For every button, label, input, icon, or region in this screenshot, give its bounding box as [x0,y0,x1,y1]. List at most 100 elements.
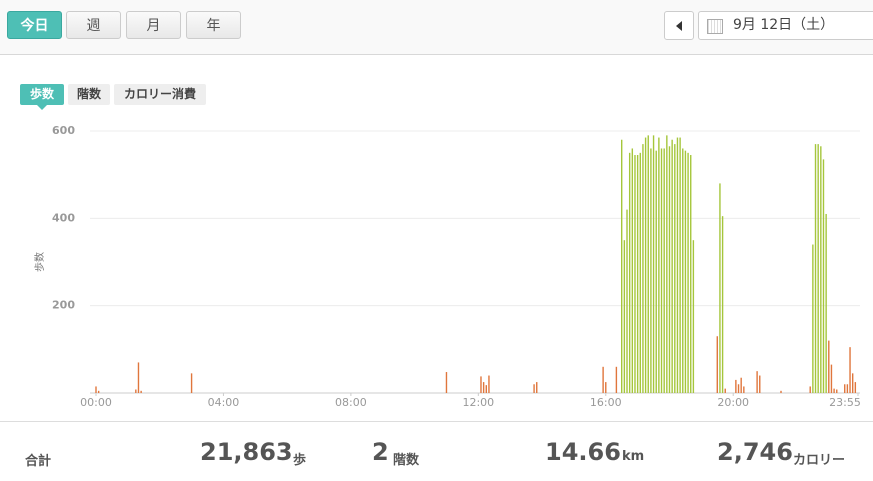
summary-unit: km [622,449,645,464]
bar [482,382,485,393]
divider [0,421,873,422]
bar [735,379,737,393]
bar [135,389,137,393]
bar [621,139,623,393]
bar [623,240,626,393]
x-tick-label: 20:00 [717,396,749,409]
bar [851,373,854,393]
bar [533,384,535,393]
bar [671,139,673,393]
summary-unit: 階数 [393,453,420,468]
bar [719,183,721,393]
bar [809,386,811,393]
bar [480,376,482,393]
bar [849,347,851,393]
bar [644,137,647,393]
bar [445,372,448,393]
bar [737,384,740,393]
summary-unit: 歩 [293,453,307,468]
bar [743,386,745,393]
bar [854,382,857,393]
bar [666,135,668,393]
y-tick-label: 200 [52,299,75,312]
bar [833,388,835,393]
summary-value: 14.66 [545,438,621,466]
bar [812,244,814,393]
x-tick-label: 08:00 [335,396,367,409]
bar [658,137,660,393]
x-tick-label: 00:00 [80,396,112,409]
bar [679,137,681,393]
bar [652,135,655,393]
bar [780,390,782,393]
bar [692,240,695,393]
period-button[interactable]: 週 [66,11,121,39]
bar [488,375,490,393]
summary-label: 合計 [25,454,52,469]
bar [814,144,817,393]
summary-value: 2 [372,438,389,466]
bar [660,148,663,393]
x-tick-label: 12:00 [462,396,494,409]
prev-button[interactable] [664,11,694,40]
summary-value: 21,863 [200,438,293,466]
bar [756,371,758,393]
bar [682,148,684,393]
bar [716,336,718,393]
bar [631,148,634,393]
bar [95,386,97,393]
tab[interactable]: カロリー消費 [114,84,206,105]
bar [724,388,726,393]
bar [676,137,679,393]
bar [836,389,838,393]
bar [650,148,652,393]
bar [647,135,649,393]
x-tick-label: 04:00 [208,396,240,409]
bar [817,144,819,393]
bar [97,390,100,393]
summary-unit: カロリー [793,453,846,468]
bar [690,155,692,393]
period-button[interactable]: 月 [126,11,181,39]
bar [626,209,628,393]
date: 9月 12日（土） [733,17,835,33]
date-picker[interactable]: 9月 12日（土） [698,11,873,40]
bar [721,216,724,393]
period-button[interactable]: 年 [186,11,241,39]
bar [602,366,604,393]
bar [190,373,193,393]
bar [828,340,830,393]
bar [844,384,846,393]
bar [536,382,538,393]
bar [825,213,827,393]
chart: 歩数 200 400 600 00:00 04:00 08:00 12:00 16:00 20:… [33,124,861,409]
period-button[interactable]: 今日 [7,11,62,39]
bar [140,390,142,393]
bar [674,144,676,393]
bar [628,152,631,393]
bar [822,159,825,393]
bar [740,377,742,393]
y-tick-label: 600 [52,124,75,137]
bar [636,155,639,393]
bar [830,364,833,393]
bar [605,382,607,393]
tab[interactable]: 階数 [68,84,110,105]
bar [485,385,487,393]
calendar-icon [707,19,723,34]
x-tick-label: 23:55 [829,396,861,409]
tab[interactable]: 歩数 [20,84,64,110]
bar [615,366,618,393]
bar [639,152,641,393]
bar [684,150,687,393]
bar [663,148,665,393]
bar [642,144,644,393]
bar [759,375,761,393]
bar [668,146,671,393]
bar [634,155,636,393]
bar [820,146,822,393]
y-tick-label: 400 [52,211,75,224]
y-axis-label: 歩数 [33,252,46,272]
x-tick-label: 16:00 [590,396,622,409]
